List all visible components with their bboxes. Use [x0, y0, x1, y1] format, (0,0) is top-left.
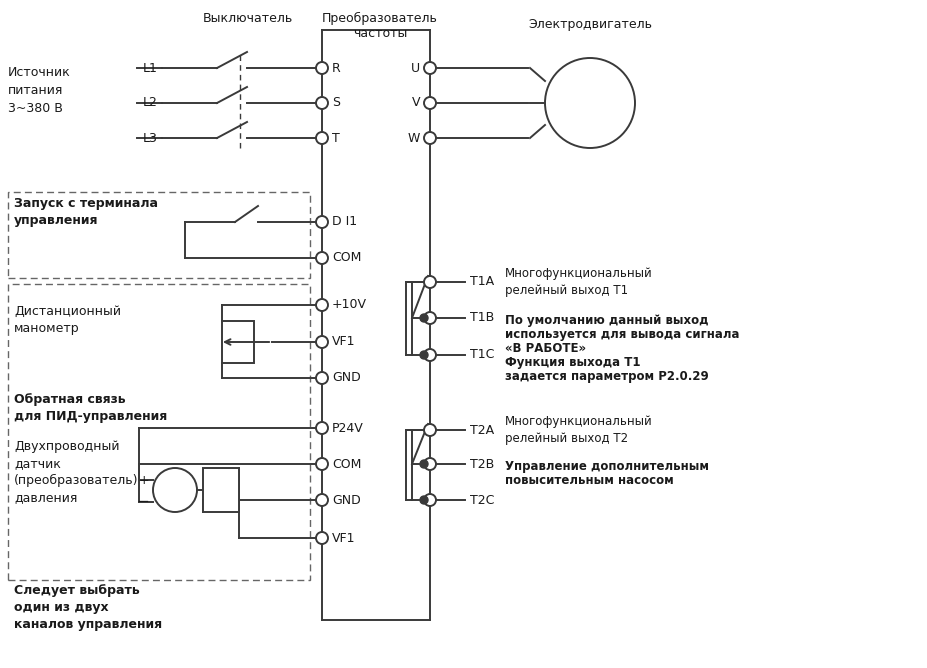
Text: GND: GND: [332, 494, 361, 506]
Text: T2A: T2A: [469, 424, 493, 436]
Circle shape: [316, 299, 327, 311]
Text: P24V: P24V: [332, 422, 363, 434]
Text: L2: L2: [143, 96, 158, 110]
Text: +: +: [138, 474, 149, 486]
Text: «В РАБОТЕ»: «В РАБОТЕ»: [504, 342, 586, 355]
Text: Многофункциональный: Многофункциональный: [504, 267, 652, 280]
Text: Запуск с терминала
управления: Запуск с терминала управления: [14, 197, 158, 227]
Circle shape: [424, 132, 436, 144]
Circle shape: [316, 422, 327, 434]
Text: V: V: [411, 96, 420, 110]
Circle shape: [424, 494, 436, 506]
Text: Выключатель: Выключатель: [203, 12, 293, 25]
Circle shape: [424, 458, 436, 470]
Text: По умолчанию данный выход: По умолчанию данный выход: [504, 314, 707, 327]
Text: U: U: [411, 61, 420, 75]
Text: Следует выбрать
один из двух
каналов управления: Следует выбрать один из двух каналов упр…: [14, 584, 162, 631]
Text: T1A: T1A: [469, 275, 493, 289]
Text: COM: COM: [332, 251, 361, 265]
Text: Преобразователь
частоты: Преобразователь частоты: [322, 12, 438, 40]
Text: Источник
питания
3~380 В: Источник питания 3~380 В: [8, 65, 70, 114]
Text: T1B: T1B: [469, 311, 494, 325]
Circle shape: [424, 97, 436, 109]
Text: Функция выхода Т1: Функция выхода Т1: [504, 356, 640, 369]
Text: Электродвигатель: Электродвигатель: [527, 18, 652, 31]
Circle shape: [316, 532, 327, 544]
Circle shape: [424, 424, 436, 436]
Circle shape: [316, 132, 327, 144]
Circle shape: [424, 62, 436, 74]
Circle shape: [424, 312, 436, 324]
Circle shape: [316, 216, 327, 228]
Text: L3: L3: [143, 132, 158, 144]
Circle shape: [316, 372, 327, 384]
Circle shape: [316, 97, 327, 109]
Text: VF1: VF1: [332, 335, 355, 349]
Text: T2B: T2B: [469, 458, 494, 470]
Text: −: −: [136, 494, 149, 510]
Bar: [8, 192, 310, 278]
Text: повысительным насосом: повысительным насосом: [504, 474, 673, 487]
Circle shape: [316, 494, 327, 506]
Text: T: T: [332, 132, 339, 144]
Text: R: R: [332, 61, 340, 75]
Circle shape: [316, 336, 327, 348]
Text: Дистанционный
манометр: Дистанционный манометр: [14, 305, 121, 335]
Text: Двухпроводный
датчик
(преобразователь)
давления: Двухпроводный датчик (преобразователь) д…: [14, 440, 138, 504]
Circle shape: [420, 314, 427, 322]
Text: релейный выход Т2: релейный выход Т2: [504, 432, 628, 445]
Circle shape: [544, 58, 634, 148]
Text: S: S: [332, 96, 339, 110]
Text: +10V: +10V: [332, 299, 366, 311]
Text: D I1: D I1: [332, 216, 357, 228]
Text: релейный выход Т1: релейный выход Т1: [504, 284, 628, 297]
Bar: [222, 321, 254, 363]
Circle shape: [424, 349, 436, 361]
Text: L1: L1: [143, 61, 158, 75]
Circle shape: [420, 351, 427, 359]
Circle shape: [316, 62, 327, 74]
Text: используется для вывода сигнала: используется для вывода сигнала: [504, 328, 739, 341]
Text: Обратная связь
для ПИД-управления: Обратная связь для ПИД-управления: [14, 393, 167, 423]
Text: задается параметром Р2.0.29: задается параметром Р2.0.29: [504, 370, 708, 383]
Circle shape: [420, 460, 427, 468]
Text: Управление дополнительным: Управление дополнительным: [504, 460, 708, 473]
Circle shape: [316, 458, 327, 470]
Text: GND: GND: [332, 371, 361, 385]
Circle shape: [424, 276, 436, 288]
Bar: [8, 284, 310, 580]
Text: T2C: T2C: [469, 494, 494, 506]
Text: W: W: [407, 132, 420, 144]
Circle shape: [420, 496, 427, 504]
Circle shape: [153, 468, 197, 512]
Circle shape: [316, 252, 327, 264]
Bar: [203, 468, 239, 512]
Text: T1C: T1C: [469, 349, 494, 361]
Text: COM: COM: [332, 458, 361, 470]
Text: VF1: VF1: [332, 532, 355, 544]
Text: Многофункциональный: Многофункциональный: [504, 415, 652, 428]
